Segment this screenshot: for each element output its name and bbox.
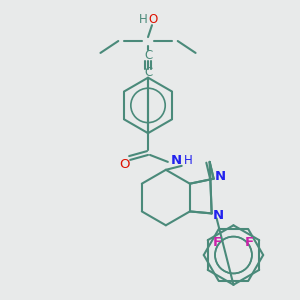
Text: C: C — [144, 50, 152, 62]
Text: H: H — [184, 154, 193, 167]
Text: H: H — [139, 13, 147, 26]
Text: F: F — [245, 236, 254, 249]
Text: N: N — [215, 170, 226, 183]
Text: C: C — [144, 66, 152, 79]
Text: O: O — [119, 158, 130, 171]
Text: F: F — [213, 236, 222, 249]
Text: N: N — [171, 154, 182, 167]
Text: N: N — [213, 209, 224, 222]
Text: O: O — [148, 13, 158, 26]
